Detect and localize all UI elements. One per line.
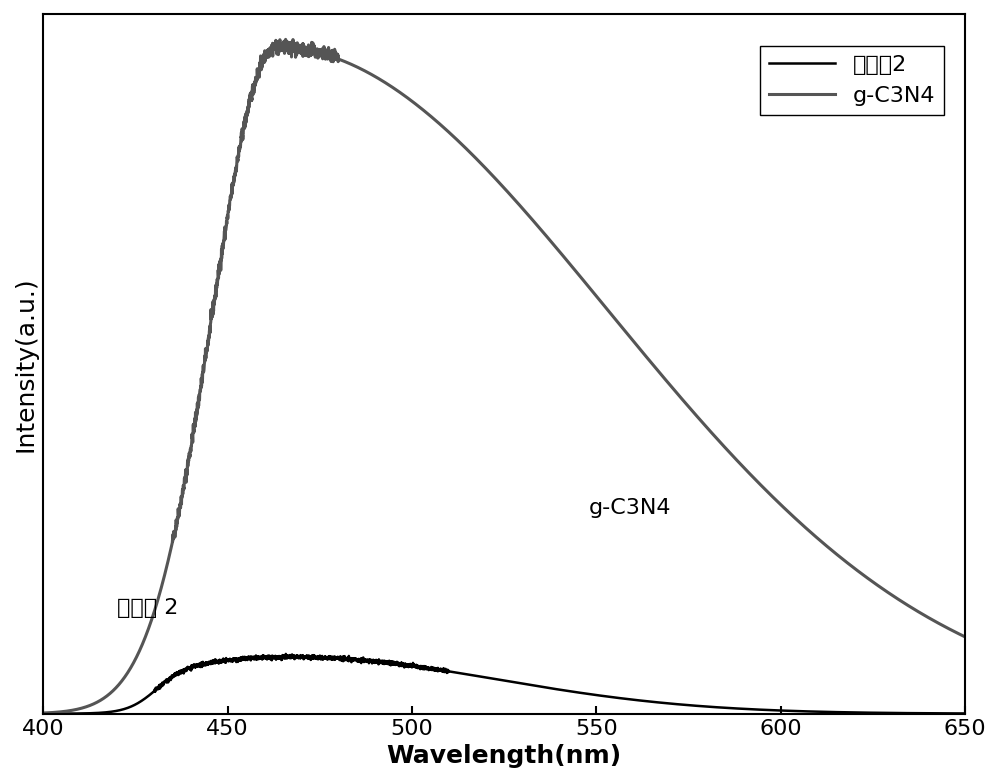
- 实施例2: [280, 649, 292, 658]
- 实施例2: [637, 696, 649, 705]
- 实施例2: [37, 709, 49, 719]
- g-C3N4: [205, 317, 217, 326]
- g-C3N4: [959, 632, 971, 641]
- Y-axis label: Intensity(a.u.): Intensity(a.u.): [14, 276, 38, 451]
- g-C3N4: [590, 291, 602, 300]
- 实施例2: [390, 658, 402, 668]
- 实施例2: [590, 691, 602, 700]
- 实施例2: [725, 704, 737, 713]
- X-axis label: Wavelength(nm): Wavelength(nm): [387, 744, 622, 768]
- g-C3N4: [637, 348, 649, 357]
- Text: g-C3N4: g-C3N4: [589, 498, 671, 518]
- 实施例2: [959, 708, 971, 718]
- g-C3N4: [37, 708, 49, 718]
- Line: 实施例2: 实施例2: [43, 654, 965, 714]
- g-C3N4: [390, 84, 402, 94]
- Legend: 实施例2, g-C3N4: 实施例2, g-C3N4: [760, 46, 944, 115]
- 实施例2: [205, 659, 217, 669]
- Text: 实施例 2: 实施例 2: [117, 597, 179, 618]
- g-C3N4: [725, 450, 737, 459]
- Line: g-C3N4: g-C3N4: [43, 39, 965, 713]
- g-C3N4: [795, 519, 807, 529]
- g-C3N4: [280, 34, 292, 44]
- 实施例2: [795, 706, 807, 716]
